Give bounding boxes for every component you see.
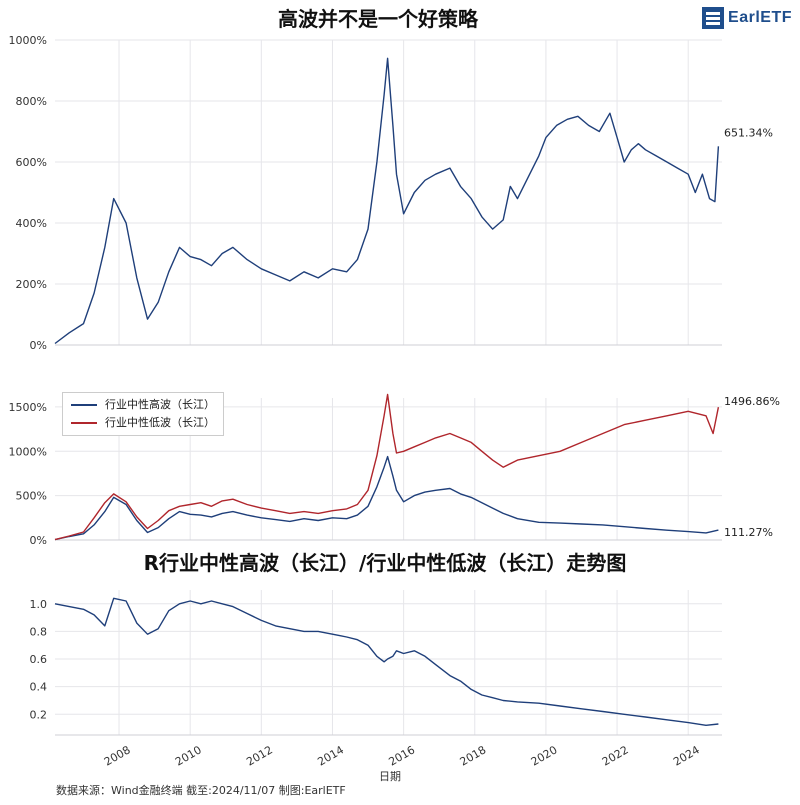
end-label-high-2: 111.27% <box>724 526 773 539</box>
legend-item-high: 行业中性高波（长江） <box>71 396 215 414</box>
y-tick-label: 500% <box>16 490 47 503</box>
legend-swatch-high <box>71 404 97 406</box>
y-tick-label: 1.0 <box>30 598 48 611</box>
x-tick-label: 2024 <box>671 743 702 768</box>
y-tick-label: 0.2 <box>30 708 48 721</box>
footer-source: 数据来源：Wind金融终端 截至:2024/11/07 制图:EarlETF <box>56 784 346 797</box>
y-tick-label: 0.8 <box>30 625 48 638</box>
x-tick-label: 2010 <box>173 743 204 768</box>
y-tick-label: 200% <box>16 278 47 291</box>
chart-title-3: R行业中性高波（长江）/行业中性低波（长江）走势图 <box>144 551 627 575</box>
x-tick-label: 2008 <box>102 743 133 768</box>
y-tick-label: 1000% <box>9 34 47 47</box>
chart-title-1: 高波并不是一个好策略 <box>278 7 479 31</box>
y-tick-label: 400% <box>16 217 47 230</box>
logo-text: EarlETF <box>728 9 792 26</box>
legend: 行业中性高波（长江） 行业中性低波（长江） <box>62 392 224 436</box>
y-tick-label: 1500% <box>9 401 47 414</box>
x-tick-label: 2018 <box>458 743 489 768</box>
y-tick-label: 0.4 <box>30 681 48 694</box>
legend-label-low: 行业中性低波（长江） <box>105 416 215 429</box>
end-label-high: 651.34% <box>724 126 773 139</box>
y-tick-label: 0.6 <box>30 653 48 666</box>
series-line-high <box>54 597 719 726</box>
x-axis-label: 日期 <box>379 770 401 783</box>
y-tick-label: 800% <box>16 95 47 108</box>
series-line-high <box>54 57 720 345</box>
series-line-low <box>54 393 720 541</box>
x-tick-label: 2020 <box>529 743 560 768</box>
y-tick-label: 0% <box>30 534 47 547</box>
x-tick-label: 2022 <box>600 743 631 768</box>
legend-item-low: 行业中性低波（长江） <box>71 414 215 432</box>
end-label-low: 1496.86% <box>724 395 780 408</box>
legend-label-high: 行业中性高波（长江） <box>105 398 215 411</box>
series-line-high <box>54 455 719 541</box>
y-tick-label: 0% <box>30 339 47 352</box>
y-tick-label: 600% <box>16 156 47 169</box>
y-tick-label: 1000% <box>9 445 47 458</box>
logo-mark-icon <box>702 7 725 29</box>
x-tick-label: 2014 <box>315 743 346 768</box>
brand-logo: EarlETF <box>702 6 792 30</box>
x-tick-label: 2016 <box>386 743 417 768</box>
x-tick-label: 2012 <box>244 743 275 768</box>
legend-swatch-low <box>71 422 97 424</box>
